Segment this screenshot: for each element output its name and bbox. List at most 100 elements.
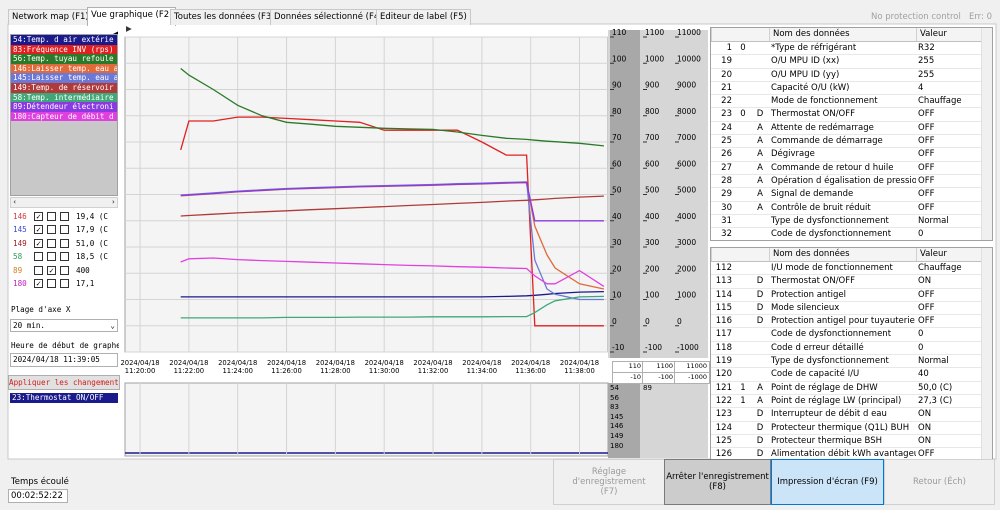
tab[interactable]: Vue graphique (F2) bbox=[87, 7, 177, 26]
checkbox[interactable] bbox=[47, 225, 56, 235]
axis-min-input[interactable]: -100 bbox=[642, 372, 676, 384]
table-row[interactable]: 121 1 A Point de réglage de DHW 50,0 (C) bbox=[711, 382, 992, 395]
checkbox[interactable] bbox=[60, 279, 69, 288]
table-row[interactable]: 122 1 A Point de réglage LW (principal) 27,3… bbox=[711, 395, 992, 409]
y-tick-label: 600 bbox=[645, 159, 660, 168]
y-tick-label: 8000 bbox=[677, 107, 696, 116]
tab[interactable]: Toutes les données (F3) bbox=[170, 9, 279, 25]
cell-name: Point de réglage de DHW bbox=[771, 382, 878, 393]
legend-item[interactable]: 180:Capteur de débit d bbox=[11, 111, 117, 122]
table-row[interactable]: 24 A Attente de redémarrage OFF bbox=[711, 122, 992, 136]
table-row[interactable]: 25 A Commande de démarrage OFF bbox=[711, 135, 992, 149]
button[interactable]: Arrêter l'enregistrement (F8) bbox=[664, 459, 771, 505]
axis-min-input[interactable]: -10 bbox=[612, 372, 644, 384]
table-row[interactable]: 29 A Signal de demande OFF bbox=[711, 188, 992, 202]
table-row[interactable]: 124 D Protecteur thermique (Q1L) BUH ON bbox=[711, 422, 992, 435]
checkbox[interactable] bbox=[47, 279, 56, 288]
tab[interactable]: Editeur de label (F5) bbox=[376, 9, 471, 25]
checkbox[interactable] bbox=[34, 252, 43, 262]
tab[interactable]: Données sélectionné (F4) bbox=[270, 9, 387, 25]
top-table[interactable]: Nom des données Valeur 1 0 *Type de réfrigér… bbox=[710, 27, 993, 241]
table-row[interactable]: 126 D Alimentation débit kWh avantageux OFF bbox=[711, 448, 992, 459]
checkbox[interactable]: ✓ bbox=[34, 212, 43, 221]
table-row[interactable]: 20 O/U MPU ID (yy) 255 bbox=[711, 69, 992, 82]
cell-flag bbox=[735, 122, 751, 134]
collapse-arrow[interactable]: ▶ bbox=[126, 24, 132, 33]
legend-item[interactable]: 83:Fréquence INV (rps) bbox=[11, 44, 117, 55]
table-row[interactable]: 123 D Interrupteur de débit d eau ON bbox=[711, 408, 992, 422]
button: Retour (Éch) bbox=[884, 459, 995, 505]
start-label: Heure de début de graphe bbox=[11, 341, 119, 350]
table-row[interactable]: 30 A Contrôle de bruit réduit OFF bbox=[711, 202, 992, 215]
axis-range-select[interactable]: 20 min. ⌄ bbox=[10, 319, 118, 332]
checkbox[interactable]: ✓ bbox=[34, 279, 43, 288]
table-row[interactable]: 26 A Dégivrage OFF bbox=[711, 148, 992, 162]
cell-value: ON bbox=[918, 409, 932, 420]
table-row[interactable]: 116 D Protection antigel pour tuyauterie e… bbox=[711, 315, 992, 329]
checkbox[interactable] bbox=[60, 212, 69, 221]
table-row[interactable]: 112 I/U mode de fonctionnement Chauffage bbox=[711, 262, 992, 276]
legend-item[interactable]: 146:Laisser temp. eau a bbox=[11, 63, 117, 74]
table-row[interactable]: 22 Mode de fonctionnement Chauffage bbox=[711, 95, 992, 109]
cell-value: 0 bbox=[918, 329, 924, 340]
cell-flag bbox=[735, 275, 751, 287]
y-tick-label: 110 bbox=[612, 28, 627, 37]
checkbox[interactable] bbox=[60, 225, 69, 235]
apply-button[interactable]: Appliquer les changements bbox=[8, 375, 120, 390]
start-time-input[interactable]: 2024/04/18 11:39:05 bbox=[10, 353, 118, 367]
tab[interactable]: Network map (F1) bbox=[8, 9, 93, 25]
cell-name: Commande de retour d huile bbox=[771, 162, 894, 173]
cell-value: 255 bbox=[918, 69, 935, 80]
checkbox[interactable] bbox=[60, 238, 69, 248]
v-scrollbar[interactable] bbox=[981, 28, 992, 240]
checkbox[interactable] bbox=[60, 265, 69, 275]
checkbox[interactable]: ✓ bbox=[34, 225, 43, 235]
cell-value: OFF bbox=[918, 316, 935, 327]
table-row[interactable]: 117 Code de dysfonctionnement 0 bbox=[711, 328, 992, 342]
series-list[interactable]: 54:Temp. d air extérie 83:Fréquence INV (… bbox=[10, 34, 118, 196]
table-row[interactable]: 119 Type de dysfonctionnement Normal bbox=[711, 355, 992, 369]
table-row[interactable]: 28 A Opération d égalisation de pression OF… bbox=[711, 175, 992, 189]
legend-item[interactable]: 145:Laisser temp. eau a bbox=[11, 73, 117, 83]
y-tick-label: 3000 bbox=[677, 238, 696, 247]
table-row[interactable]: 31 Type de dysfonctionnement Normal bbox=[711, 215, 992, 229]
table-row[interactable]: 113 D Thermostat ON/OFF ON bbox=[711, 275, 992, 289]
checkbox[interactable] bbox=[60, 252, 69, 262]
table-row[interactable]: 114 D Protection antigel OFF bbox=[711, 289, 992, 302]
table-row[interactable]: 32 Code de dysfonctionnement 0 bbox=[711, 228, 992, 240]
y-tick-label: 900 bbox=[645, 81, 660, 90]
checkbox[interactable]: ✓ bbox=[34, 238, 43, 248]
legend-item[interactable]: 149:Temp. de réservoir d bbox=[11, 82, 117, 93]
cell-kind: D bbox=[756, 302, 764, 313]
checkbox[interactable] bbox=[47, 212, 56, 221]
error-status: Err: 0 bbox=[968, 12, 992, 22]
legend-item[interactable]: 58:Temp. intermédiaire bbox=[11, 92, 117, 103]
legend-item[interactable]: 89:Détendeur électroni bbox=[11, 102, 117, 112]
bottom-table[interactable]: Nom des données Valeur 112 I/U mode de fonc… bbox=[710, 247, 993, 460]
v-scrollbar[interactable] bbox=[981, 248, 992, 459]
header-cell: Nom des données bbox=[769, 28, 916, 41]
table-row[interactable]: 21 Capacité O/U (kW) 4 bbox=[711, 82, 992, 96]
table-row[interactable]: 27 A Commande de retour d huile OFF bbox=[711, 162, 992, 175]
checkbox[interactable] bbox=[47, 252, 56, 262]
button[interactable]: Impression d'écran (F9) bbox=[771, 459, 884, 505]
cell-id: 25 bbox=[721, 136, 732, 147]
axis-min-input[interactable]: -1000 bbox=[674, 372, 710, 384]
table-row[interactable]: 120 Code de capacité I/U 40 bbox=[711, 368, 992, 382]
legend-item[interactable]: 54:Temp. d air extérie bbox=[11, 35, 117, 45]
cell-name: Attente de redémarrage bbox=[771, 122, 874, 133]
table-row[interactable]: 125 D Protecteur thermique BSH ON bbox=[711, 435, 992, 449]
checkbox[interactable] bbox=[47, 238, 56, 248]
checkbox[interactable] bbox=[34, 265, 43, 275]
table-row[interactable]: 118 Code d erreur détaillé 0 bbox=[711, 342, 992, 356]
digital-item[interactable]: 23:Thermostat ON/OFF bbox=[10, 393, 118, 403]
elapsed-value: 00:02:52:22 bbox=[8, 489, 68, 503]
table-row[interactable]: 115 D Mode silencieux OFF bbox=[711, 302, 992, 316]
table-row[interactable]: 1 0 *Type de réfrigérant R32 bbox=[711, 42, 992, 56]
legend-item[interactable]: 56:Temp. tuyau refoule bbox=[11, 54, 117, 64]
h-scrollbar[interactable]: ‹ › bbox=[10, 197, 118, 208]
table-row[interactable]: 19 O/U MPU ID (xx) 255 bbox=[711, 55, 992, 69]
y-tick-label: 11000 bbox=[677, 28, 701, 37]
table-row[interactable]: 23 0 D Thermostat ON/OFF OFF bbox=[711, 108, 992, 122]
checkbox[interactable]: ✓ bbox=[47, 265, 56, 275]
